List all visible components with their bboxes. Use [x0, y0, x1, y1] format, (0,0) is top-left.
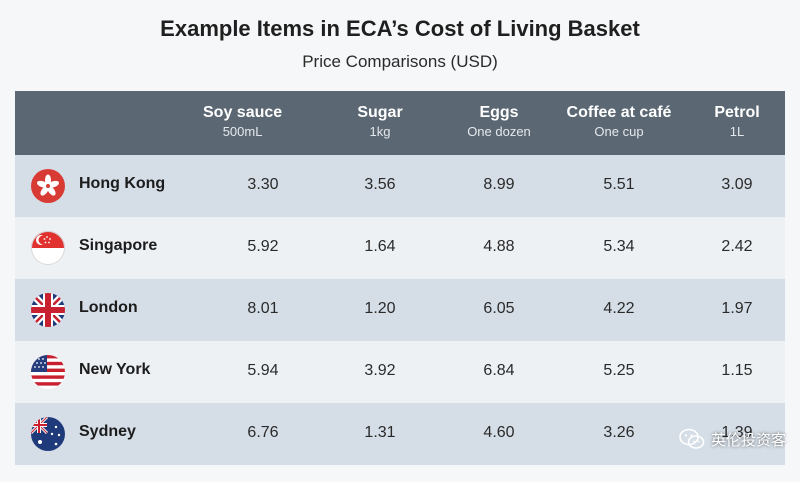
watermark: 英伦投资客: [679, 428, 786, 450]
table-row: Hong Kong 3.30 3.56 8.99 5.51 3.09: [15, 155, 785, 217]
price-cell: 5.51: [603, 176, 635, 193]
column-unit: One dozen: [467, 124, 531, 139]
price-cell: 5.94: [247, 362, 279, 379]
city-name: Hong Kong: [79, 175, 166, 192]
price-cell: 1.64: [364, 238, 396, 255]
price-cell: 8.01: [247, 300, 279, 317]
column-header-sugar: Sugar 1kg: [320, 103, 440, 141]
city-name: Sydney: [79, 423, 136, 440]
city-name: Singapore: [79, 237, 158, 254]
table-row: Singapore 5.92 1.64 4.88 5.34 2.42: [15, 217, 785, 279]
table-row: Sydney 6.76 1.31 4.60 3.26 1.39: [15, 403, 785, 465]
price-cell: 1.39: [721, 424, 753, 441]
column-name: Soy sauce: [203, 104, 283, 121]
price-cell: 3.56: [364, 176, 396, 193]
column-unit: 1L: [729, 124, 745, 139]
column-header-eggs: Eggs One dozen: [439, 103, 559, 141]
column-name: Petrol: [714, 104, 760, 121]
column-unit: One cup: [594, 124, 644, 139]
column-header-coffee: Coffee at café One cup: [544, 103, 694, 141]
column-unit: 1kg: [369, 124, 391, 139]
table-header: Soy sauce 500mL Sugar 1kg Eggs One dozen…: [15, 91, 785, 155]
page-title: Example Items in ECA’s Cost of Living Ba…: [160, 16, 640, 41]
us-flag-icon: [31, 355, 65, 389]
price-cell: 6.84: [483, 362, 515, 379]
column-name: Coffee at café: [566, 104, 672, 121]
column-header-petrol: Petrol 1L: [677, 103, 797, 141]
price-cell: 3.26: [603, 424, 635, 441]
price-cell: 4.88: [483, 238, 515, 255]
column-name: Eggs: [479, 104, 519, 121]
price-cell: 3.92: [364, 362, 396, 379]
price-cell: 1.97: [721, 300, 753, 317]
price-cell: 3.30: [247, 176, 279, 193]
table-row: New York 5.94 3.92 6.84 5.25 1.15: [15, 341, 785, 403]
city-name: New York: [79, 361, 151, 378]
price-cell: 5.34: [603, 238, 635, 255]
price-cell: 6.05: [483, 300, 515, 317]
price-cell: 1.31: [364, 424, 396, 441]
price-cell: 5.25: [603, 362, 635, 379]
price-cell: 8.99: [483, 176, 515, 193]
price-cell: 6.76: [247, 424, 279, 441]
price-cell: 4.60: [483, 424, 515, 441]
price-cell: 4.22: [603, 300, 635, 317]
watermark-text: 英伦投资客: [710, 431, 786, 449]
price-cell: 5.92: [247, 238, 279, 255]
price-table: Soy sauce 500mL Sugar 1kg Eggs One dozen…: [15, 91, 785, 465]
australia-flag-icon: [31, 417, 65, 451]
column-name: Sugar: [357, 104, 403, 121]
price-cell: 3.09: [721, 176, 753, 193]
table-row: London 8.01 1.20 6.05 4.22 1.97: [15, 279, 785, 341]
page-subtitle: Price Comparisons (USD): [302, 52, 498, 71]
city-name: London: [79, 299, 138, 316]
uk-flag-icon: [31, 293, 65, 327]
hong-kong-flag-icon: [31, 169, 65, 203]
column-unit: 500mL: [222, 124, 263, 139]
column-header-soy-sauce: Soy sauce 500mL: [203, 103, 282, 141]
price-cell: 2.42: [721, 238, 753, 255]
wechat-icon: [679, 428, 705, 449]
price-cell: 1.20: [364, 300, 396, 317]
price-cell: 1.15: [721, 362, 753, 379]
singapore-flag-icon: [31, 231, 65, 265]
